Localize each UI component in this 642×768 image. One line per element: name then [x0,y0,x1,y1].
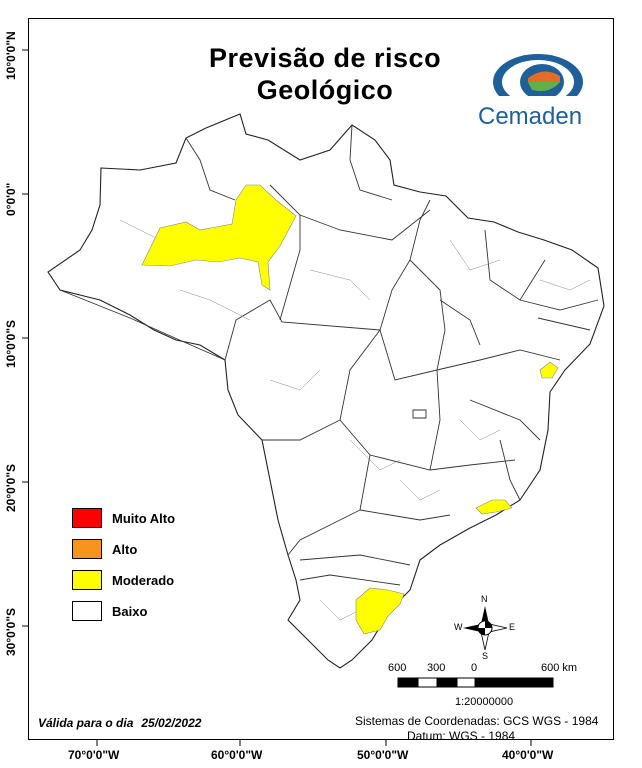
risk-area-rs [355,587,405,635]
logo-wordmark: Cemaden [478,103,583,130]
risk-area-rj [475,499,513,515]
scale-label-600: 600 [388,662,407,674]
legend-swatch [72,601,102,621]
validity-date: 25/02/2022 [141,716,202,730]
risk-area-bahia [539,361,559,379]
latitude-label: 30°0'0"S [4,607,18,656]
coordinate-system: Sistemas de Coordenadas: GCS WGS - 1984 … [355,714,598,744]
legend-item-baixo: Baixo [72,601,175,621]
legend-swatch [72,539,102,559]
scale-label-0: 0 [471,662,478,674]
compass-n: N [481,594,488,604]
compass-s: S [482,651,489,661]
latitude-label: 0°0'0" [4,182,18,216]
legend-label: Muito Alto [112,510,176,526]
compass-e: E [509,622,516,632]
legend-item-moderado: Moderado [72,570,175,590]
legend-swatch [72,508,102,528]
legend: Muito Alto Alto Moderado Baixo [72,508,175,632]
longitude-label: 70°0'0"W [68,748,120,762]
title-line2: Geológico [256,75,394,105]
longitude-label: 50°0'0"W [357,748,409,762]
longitude-label: 60°0'0"W [211,748,263,762]
latitude-label: 20°0'0"S [4,463,18,512]
compass-rose [463,606,508,651]
scale-label-600-km: 600 km [541,662,578,674]
risk-area-amazonas [141,184,297,291]
latitude-label: 10°0'0"N [4,31,18,80]
legend-item-alto: Alto [72,539,175,559]
legend-label: Alto [112,541,138,557]
scale-ratio: 1:20000000 [455,696,514,708]
legend-label: Baixo [112,603,148,619]
title-line1: Previsão de risco [208,43,442,73]
validity-text: Válida para o dia 25/02/2022 [38,716,201,730]
validity-label: Válida para o dia [38,716,134,730]
compass-w: W [454,622,463,632]
legend-label: Moderado [112,572,175,588]
map-title: Previsão de risco Geológico [150,42,500,106]
cemaden-logo [492,54,586,114]
coordinate-system-line2: Datum: WGS - 1984 [407,729,516,743]
legend-item-muito-alto: Muito Alto [72,508,175,528]
scale-bar [397,677,554,688]
latitude-label: 10°0'0"S [4,319,18,368]
legend-swatch [72,570,102,590]
scale-label-300: 300 [427,662,446,674]
coordinate-system-line1: Sistemas de Coordenadas: GCS WGS - 1984 [355,714,599,728]
longitude-label: 40°0'0"W [502,748,554,762]
